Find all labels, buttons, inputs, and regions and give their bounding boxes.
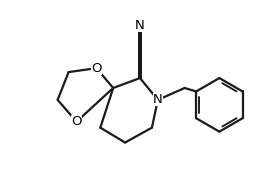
Text: N: N — [135, 19, 145, 32]
Text: O: O — [71, 115, 82, 128]
Text: N: N — [153, 93, 163, 106]
Text: O: O — [91, 62, 101, 75]
